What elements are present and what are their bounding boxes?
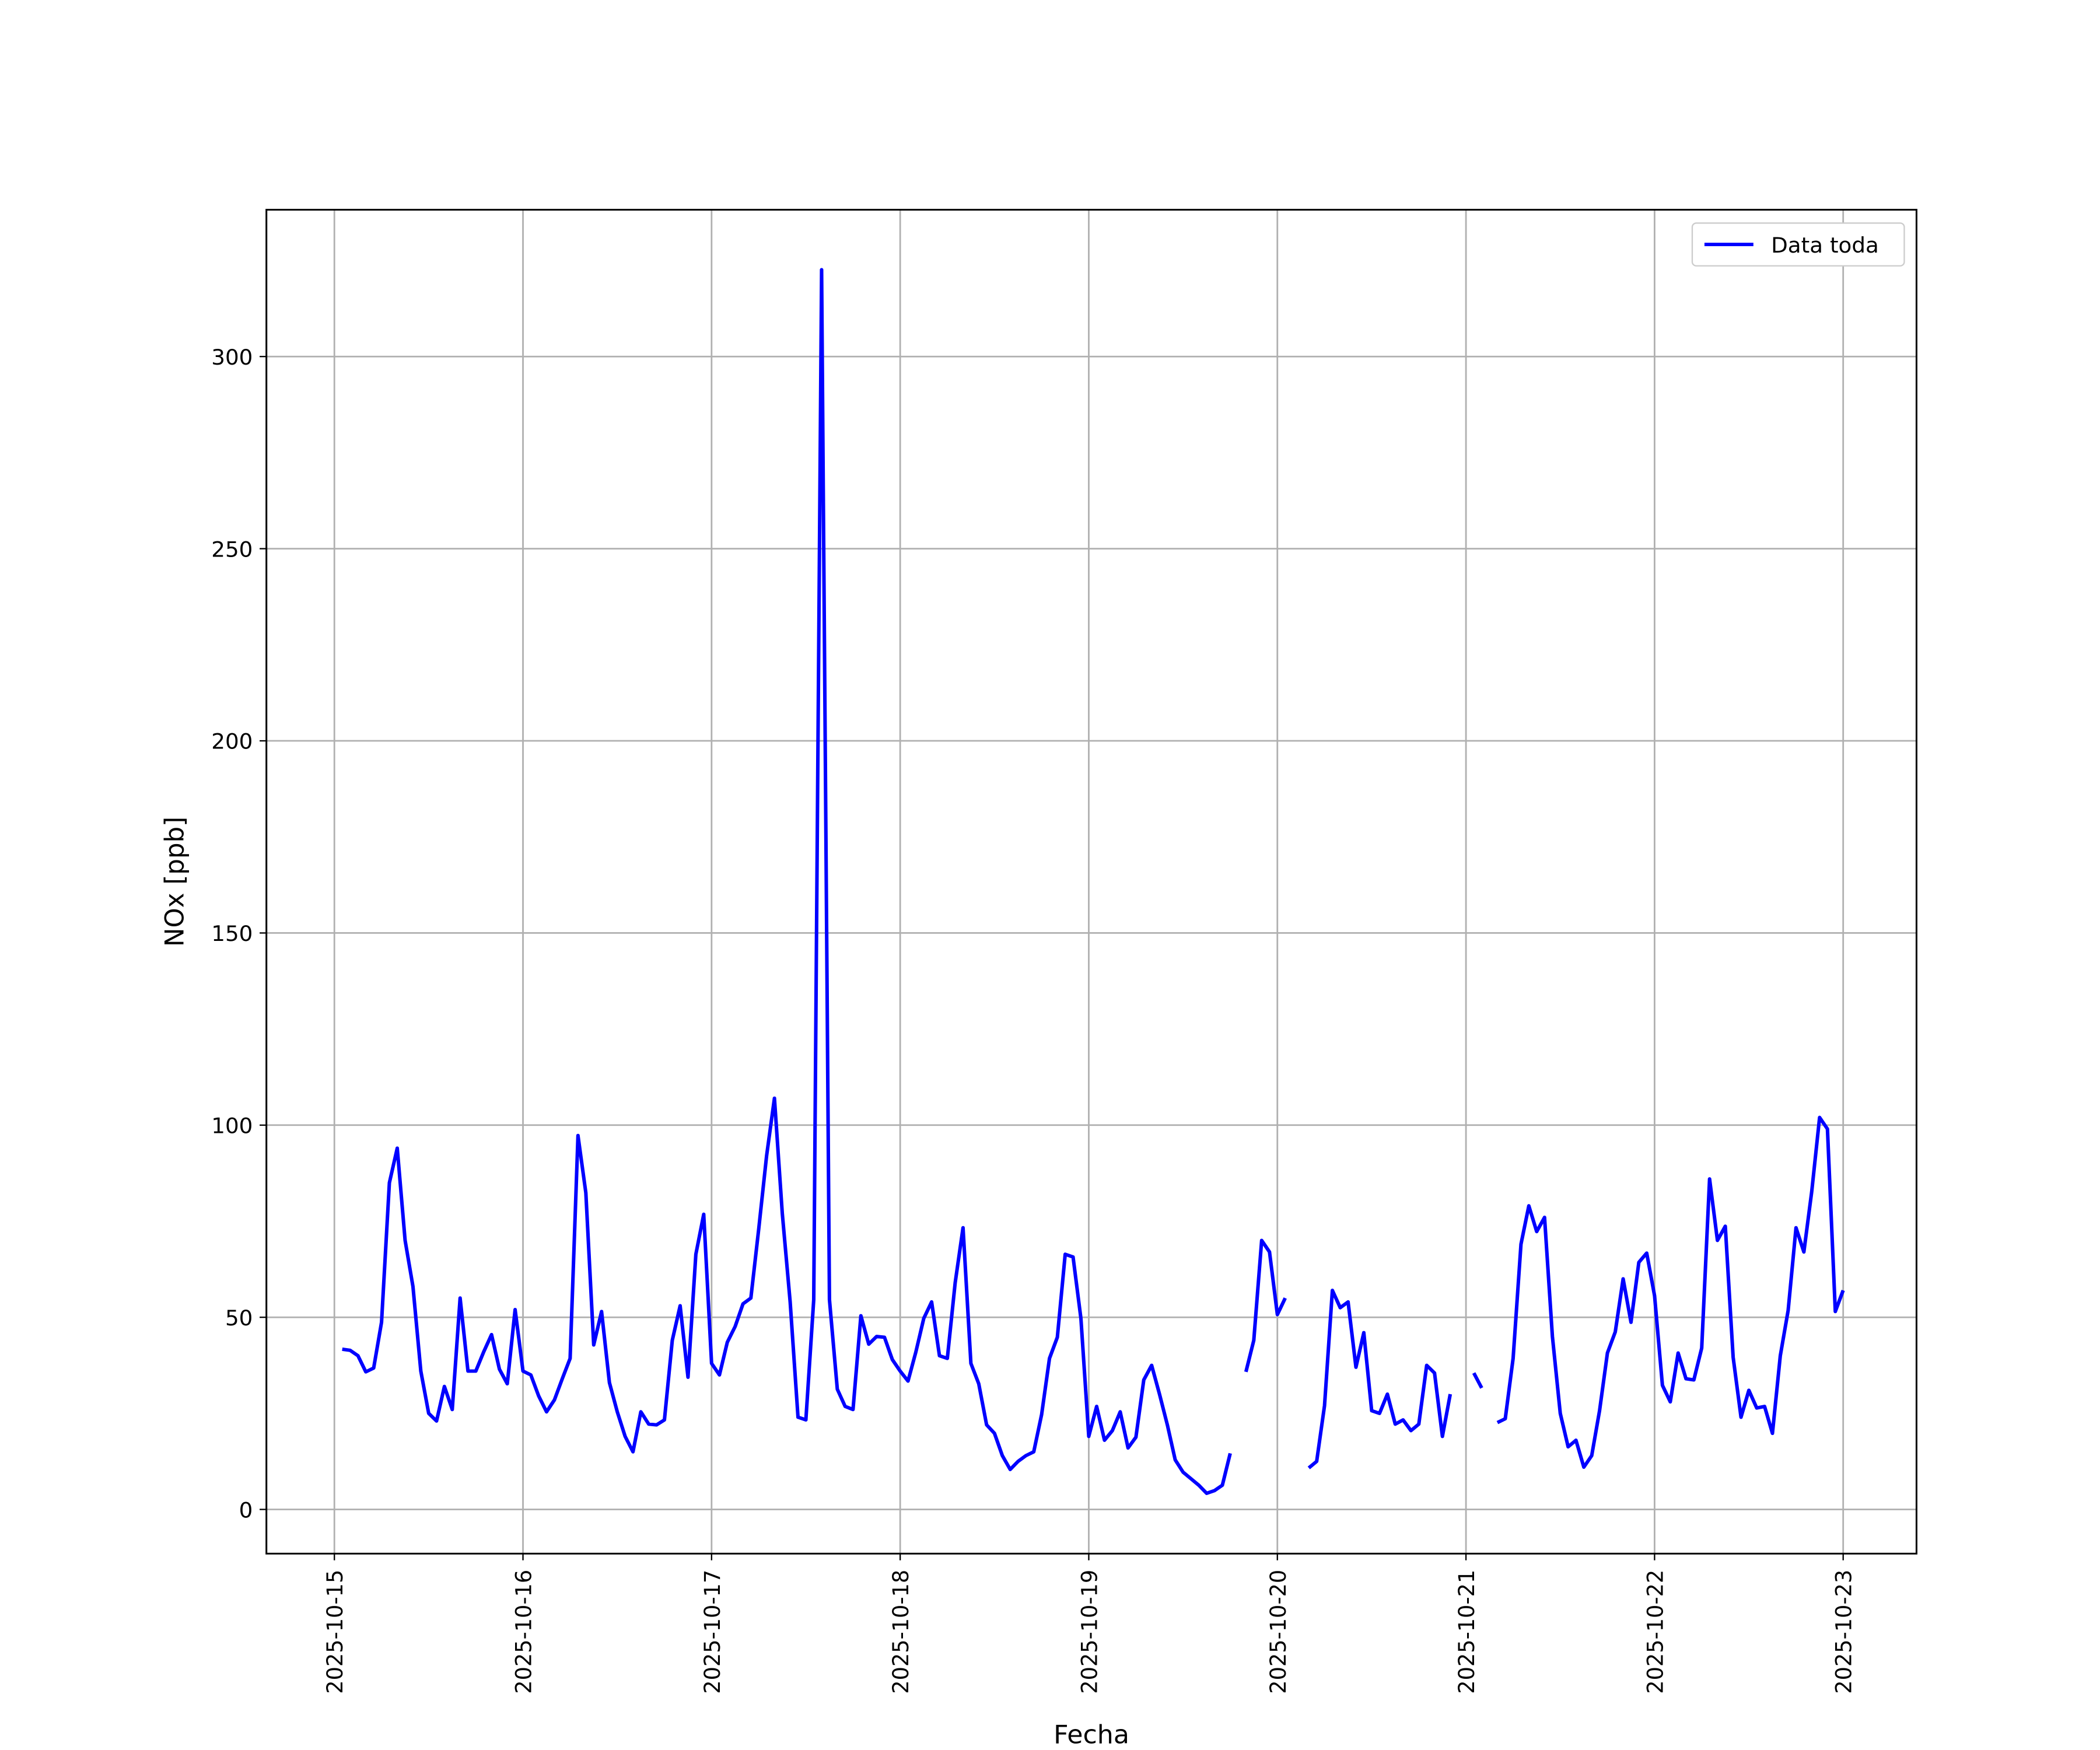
y-tick-label: 300 — [211, 345, 253, 370]
legend-box — [1691, 222, 1905, 267]
line-series — [1307, 1289, 1452, 1469]
x-tick-label: 2025-10-15 — [323, 1570, 348, 1694]
y-tick-label: 200 — [211, 729, 253, 754]
x-axis-label: Fecha — [1054, 1720, 1129, 1750]
y-tick-label: 250 — [211, 537, 253, 562]
line-series — [342, 268, 1232, 1495]
plot-area: 0 50 100 150 200 250 300 2025-10-15 2025-10-16 20… — [211, 209, 1917, 1694]
x-tick-label: 2025-10-23 — [1831, 1570, 1856, 1694]
line-series — [1472, 1372, 1483, 1389]
x-tick-label: 2025-10-17 — [700, 1570, 725, 1694]
y-tick-label: 100 — [211, 1114, 253, 1139]
y-tick-label: 0 — [239, 1498, 253, 1523]
y-axis-label: NOx [ppb] — [160, 817, 190, 947]
x-tick-label: 2025-10-21 — [1454, 1570, 1479, 1694]
x-tick-label: 2025-10-20 — [1265, 1570, 1290, 1694]
axes-frame — [265, 209, 1917, 1555]
x-tick-label: 2025-10-22 — [1643, 1570, 1668, 1694]
x-tick-label: 2025-10-16 — [511, 1570, 536, 1694]
line-series — [1496, 1115, 1845, 1469]
x-tick-label: 2025-10-19 — [1077, 1570, 1102, 1694]
x-tick-label: 2025-10-18 — [888, 1570, 914, 1694]
line-series — [1244, 1238, 1287, 1373]
legend-label: Data toda — [1771, 233, 1879, 258]
y-tick-label: 150 — [211, 921, 253, 946]
y-tick-label: 50 — [225, 1306, 253, 1331]
